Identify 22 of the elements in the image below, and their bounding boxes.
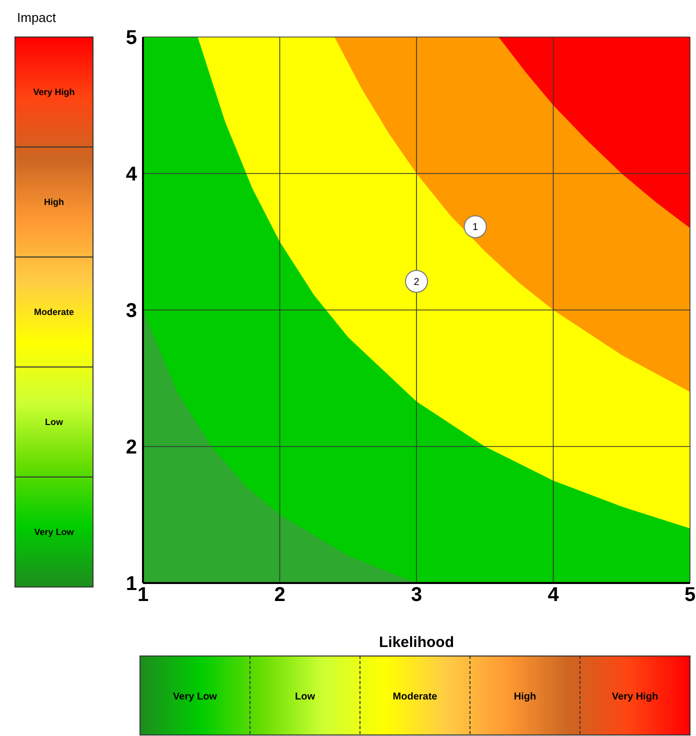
text: Very High: [33, 87, 75, 98]
text: Moderate: [34, 307, 74, 318]
text: Low: [45, 417, 64, 428]
text: High: [514, 692, 536, 702]
text: Very Low: [34, 527, 75, 538]
x-axis-title: Likelihood: [379, 634, 454, 651]
y-tick-label: 3: [126, 300, 137, 322]
y-tick-label: 4: [126, 164, 138, 186]
annotation: 1: [472, 222, 479, 234]
text: Moderate: [392, 692, 438, 702]
text: Impact: [17, 10, 56, 25]
annotation: 2: [414, 276, 420, 288]
y-tick-label: 5: [126, 27, 137, 49]
text: Very High: [612, 692, 658, 702]
text: High: [44, 197, 64, 208]
x-tick-label: 2: [274, 584, 286, 606]
x-tick-label: 5: [684, 584, 696, 606]
x-tick-label: 3: [410, 584, 422, 606]
x-tick-label: 4: [548, 584, 560, 606]
text: Very Low: [173, 692, 218, 702]
y-tick-label: 2: [126, 436, 137, 458]
text: Low: [295, 692, 316, 702]
